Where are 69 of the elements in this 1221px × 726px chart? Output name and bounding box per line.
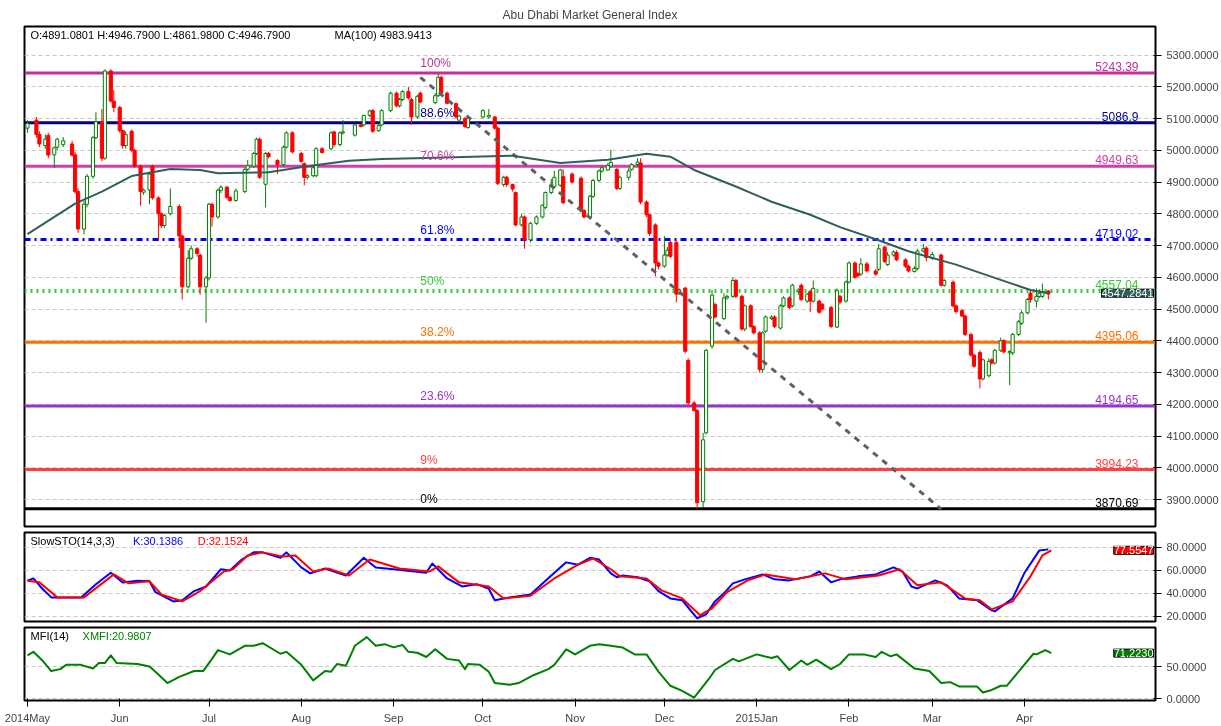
- candlestick: [876, 243, 881, 272]
- ref-line-label: 4194.65: [1095, 392, 1139, 407]
- y-tick-label: 4300.0000: [1166, 366, 1219, 379]
- y-tick-label: 4200.0000: [1166, 398, 1219, 411]
- ref-line-label: 3994.23: [1095, 456, 1139, 471]
- y-tick-label: 0.0000: [1166, 692, 1201, 705]
- candlestick: [733, 278, 738, 299]
- y-tick-label: 4400.0000: [1166, 334, 1219, 347]
- chart-title: Abu Dhabi Market General Index: [502, 7, 678, 22]
- chart-title: SlowSTO(14,3,3): [30, 534, 115, 547]
- candlestick: [168, 187, 173, 216]
- y-tick-label: 5000.0000: [1166, 144, 1219, 157]
- y-tick-label: 4800.0000: [1166, 207, 1219, 220]
- y-tick-label: 80.0000: [1166, 541, 1207, 554]
- x-tick-label: Apr: [1015, 711, 1034, 724]
- x-tick-label: Nov: [565, 711, 586, 724]
- annotation: O:4891.0801 H:4946.7900 L:4861.9800 C:4946.7900: [30, 28, 291, 41]
- candlestick: [608, 149, 613, 169]
- annotation: 71.2230: [1113, 647, 1154, 660]
- y-tick-label: 5200.0000: [1166, 80, 1219, 93]
- y-tick-label: 40.0000: [1166, 587, 1207, 600]
- y-tick-label: 4900.0000: [1166, 176, 1219, 189]
- candlestick: [388, 91, 393, 113]
- text: K:30.1386: [133, 534, 184, 547]
- x-tick-label: 2014May: [4, 711, 51, 724]
- x-tick-label: Sep: [383, 711, 404, 724]
- ref-line-label: 4719.02: [1095, 226, 1139, 241]
- y-tick-label: 50.0000: [1166, 660, 1207, 673]
- annotation: 50%: [420, 273, 445, 288]
- y-tick-label: 60.0000: [1166, 564, 1207, 577]
- x-tick-label: Feb: [839, 711, 859, 724]
- annotation: 38.2%: [420, 325, 455, 340]
- annotation: 100%: [420, 56, 452, 71]
- annotation: 61.8%: [420, 222, 455, 237]
- ref-line-label: 4395.06: [1095, 329, 1139, 344]
- ref-line-label: 5086.9: [1101, 109, 1139, 124]
- x-tick-label: Aug: [291, 711, 312, 724]
- ref-line-label: 5243.39: [1095, 60, 1139, 75]
- x-tick-label: 2015Jan: [735, 711, 778, 724]
- candlestick: [829, 305, 834, 329]
- candlestick: [209, 202, 215, 227]
- annotation: 88.6%: [420, 105, 455, 120]
- annotation: 0%: [420, 491, 439, 506]
- ref-line-label: 3870.69: [1095, 495, 1139, 510]
- x-tick-label: Oct: [474, 711, 492, 724]
- x-tick-label: Dec: [654, 711, 675, 724]
- x-tick-label: Mar: [922, 711, 943, 724]
- annotation: 9%: [420, 452, 439, 467]
- y-tick-label: 4500.0000: [1166, 303, 1219, 316]
- annotation: 23.6%: [420, 388, 455, 403]
- ref-line-label: 4949.63: [1095, 153, 1139, 168]
- y-tick-label: 3900.0000: [1166, 493, 1219, 506]
- series-label: D:32.1524: [197, 534, 249, 547]
- x-tick-label: Jun: [110, 711, 129, 724]
- y-tick-label: 4000.0000: [1166, 461, 1219, 474]
- y-tick-label: 5100.0000: [1166, 112, 1219, 125]
- line-series: [26, 152, 1050, 295]
- annotation: 77.5547: [1113, 544, 1154, 557]
- y-tick-label: 20.0000: [1166, 610, 1207, 623]
- candlestick: [962, 313, 968, 337]
- annotation: MA(100) 4983.9413: [334, 28, 432, 41]
- series-label: XMFI:20.9807: [82, 629, 152, 642]
- chart-title: MFI(14): [30, 629, 69, 642]
- y-tick-label: 4700.0000: [1166, 239, 1219, 252]
- y-tick-label: 4600.0000: [1166, 271, 1219, 284]
- candlestick: [415, 94, 420, 120]
- x-tick-label: Jul: [202, 711, 217, 724]
- y-tick-label: 4100.0000: [1166, 430, 1219, 443]
- y-tick-label: 5300.0000: [1166, 49, 1219, 62]
